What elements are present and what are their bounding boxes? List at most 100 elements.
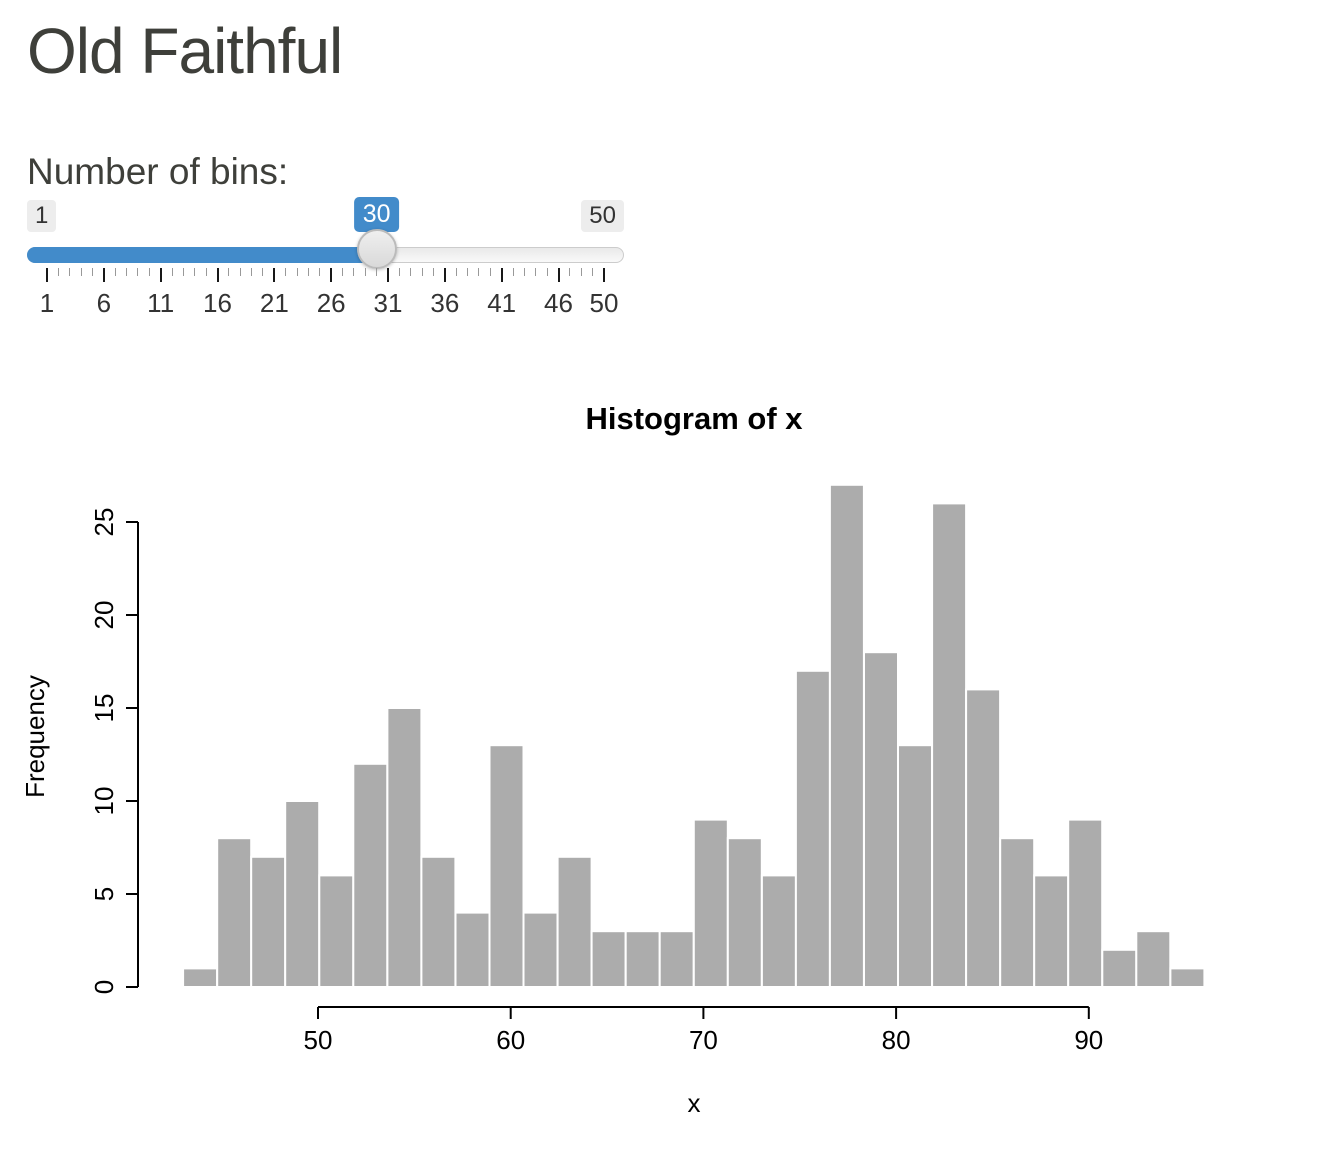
slider-grid: 1 6 11 16 21 26 31 36 41 46 50 — [27, 268, 624, 318]
histogram-bar — [1169, 967, 1206, 989]
y-axis-tick-label: 20 — [89, 601, 119, 630]
slider-grid-tick — [102, 268, 105, 282]
slider-min-label: 1 — [27, 200, 57, 232]
y-axis-tick-label: 0 — [89, 980, 119, 994]
y-axis-title: Frequency — [20, 675, 50, 798]
slider-grid-tick — [262, 268, 264, 276]
page-title: Old Faithful — [27, 15, 343, 87]
slider-grid-tick — [489, 268, 491, 276]
slider-grid-tick — [592, 268, 594, 276]
slider-grid-tick — [546, 268, 548, 276]
slider-grid-tick — [46, 268, 48, 282]
slider-grid-tick — [500, 268, 503, 282]
slider-grid-tick — [148, 268, 150, 276]
slider-grid-tick — [80, 268, 82, 276]
chart-title: Histogram of x — [585, 401, 803, 436]
slider-grid-tick — [194, 268, 196, 276]
slider-grid-tick — [273, 268, 276, 282]
slider-grid-tick — [523, 268, 525, 276]
histogram-bar — [386, 707, 423, 988]
x-axis-title: x — [688, 1088, 701, 1118]
slider-grid-tick — [69, 268, 71, 276]
slider-grid-tick — [421, 268, 423, 276]
histogram-bar — [1067, 818, 1104, 988]
slider-grid-tick — [387, 268, 390, 282]
histogram-bar — [1101, 948, 1138, 988]
histogram-bar — [897, 744, 933, 989]
slider-grid-tick — [228, 268, 230, 276]
histogram-bar — [556, 855, 593, 988]
y-axis-tick-label: 25 — [89, 508, 119, 537]
histogram-bar — [726, 837, 763, 989]
slider-grid-tick — [182, 268, 184, 276]
slider-grid-tick — [376, 268, 378, 276]
histogram-bar — [454, 911, 491, 988]
histogram-bar — [794, 669, 831, 988]
slider-grid-tick — [239, 268, 241, 276]
histogram-bar — [931, 502, 968, 989]
slider-grid-tick — [171, 268, 173, 276]
slider-grid-tick — [114, 268, 116, 276]
x-axis-tick-label: 80 — [882, 1025, 911, 1055]
slider-grid-tick — [478, 268, 480, 276]
histogram-bar — [1033, 874, 1070, 988]
histogram-bar — [965, 688, 1002, 988]
slider-grid-tick — [398, 268, 400, 276]
histogram-bar — [522, 911, 559, 988]
slider-grid-tick — [603, 268, 605, 282]
slider-grid-tick — [535, 268, 537, 276]
slider-grid-tick — [512, 268, 514, 276]
histogram-bar — [624, 930, 661, 989]
slider-grid-tick — [353, 268, 355, 276]
slider-grid-label: 31 — [373, 288, 403, 318]
slider-grid-tick — [455, 268, 457, 276]
histogram-bar — [760, 874, 797, 988]
histogram-bar — [250, 855, 287, 988]
slider-grid-tick — [216, 268, 219, 282]
slider-grid-tick — [580, 268, 582, 276]
slider-grid-tick — [432, 268, 434, 276]
slider-grid-tick — [126, 268, 128, 276]
histogram-bar — [590, 930, 627, 989]
slider-grid-tick — [410, 268, 412, 276]
histogram-bar — [1135, 930, 1172, 989]
histogram-bar — [692, 818, 729, 988]
slider-max-label: 50 — [581, 200, 624, 232]
slider-grid-tick — [364, 268, 366, 276]
histogram-bar — [182, 967, 219, 989]
slider-grid-label: 46 — [544, 288, 573, 318]
x-axis-tick-label: 70 — [689, 1025, 718, 1055]
slider-handle[interactable] — [356, 229, 397, 269]
slider-grid-label: 6 — [96, 288, 112, 318]
slider-grid-tick — [319, 268, 321, 276]
y-axis-tick-label: 5 — [89, 887, 119, 901]
slider-grid-tick — [159, 268, 162, 282]
histogram-bar — [999, 837, 1036, 989]
slider-grid-tick — [205, 268, 207, 276]
x-axis-tick-label: 90 — [1074, 1025, 1103, 1055]
slider-grid-tick — [342, 268, 344, 276]
slider-grid-label: 21 — [259, 288, 289, 318]
slider-grid-label: 1 — [39, 288, 55, 318]
bins-slider[interactable]: 1 50 30 1 6 11 16 21 26 31 36 41 46 50 — [27, 196, 624, 321]
histogram-bar — [352, 762, 389, 988]
slider-grid-tick — [57, 268, 59, 276]
slider-grid-label: 36 — [430, 288, 460, 318]
x-axis-tick-label: 50 — [304, 1025, 333, 1055]
slider-grid-tick — [557, 268, 560, 282]
histogram-bar — [863, 651, 899, 988]
histogram-bar — [216, 837, 253, 989]
slider-grid-tick — [569, 268, 571, 276]
slider-grid-tick — [91, 268, 93, 276]
histogram-bar — [658, 930, 695, 989]
histogram-bar — [828, 483, 865, 989]
slider-grid-tick — [467, 268, 469, 276]
slider-grid-label: 11 — [147, 288, 175, 318]
histogram-svg: Histogram of x 0 5 10 15 20 25 Frequency 50 60 70 8… — [20, 401, 1206, 1118]
histogram-bar — [488, 744, 525, 989]
histogram-bar — [284, 800, 321, 988]
slider-grid-tick — [443, 268, 446, 282]
slider-grid-label: 26 — [316, 288, 346, 318]
histogram-bar — [420, 855, 457, 988]
